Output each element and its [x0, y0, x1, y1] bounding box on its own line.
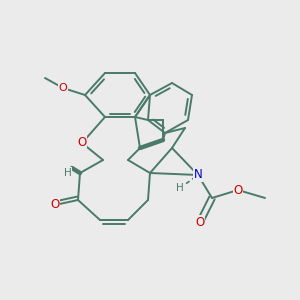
Text: H: H	[64, 168, 72, 178]
Text: O: O	[195, 215, 205, 229]
Text: O: O	[50, 199, 60, 212]
Text: O: O	[77, 136, 87, 149]
Text: N: N	[194, 169, 202, 182]
Text: O: O	[58, 83, 68, 93]
Text: H: H	[176, 183, 184, 193]
Text: O: O	[233, 184, 243, 196]
